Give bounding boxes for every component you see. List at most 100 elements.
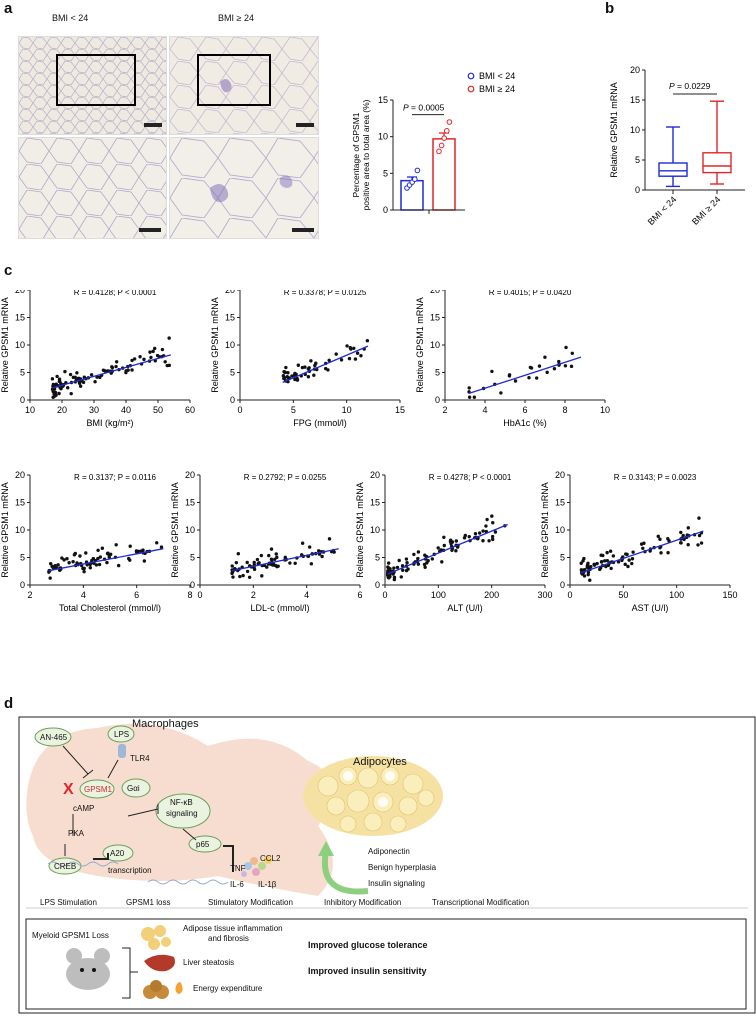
x-tick-label: 4 <box>304 590 309 600</box>
data-point <box>51 389 55 394</box>
data-point <box>395 565 400 570</box>
data-point <box>327 358 331 363</box>
y-tick-label: 15 <box>185 498 195 508</box>
data-point <box>269 562 274 567</box>
data-point <box>159 545 164 549</box>
data-point <box>392 575 397 580</box>
tnf-label: TNF <box>230 864 246 873</box>
data-point <box>477 531 482 535</box>
x-tick-label: 0 <box>567 590 572 600</box>
creb-label: CREB <box>54 862 77 871</box>
data-point <box>50 564 54 569</box>
x-tick-label: 2 <box>442 405 447 415</box>
data-point <box>230 564 234 568</box>
data-point <box>241 573 245 578</box>
y-tick-label: 0 <box>435 395 440 405</box>
data-point <box>66 385 70 390</box>
result-insulin: Improved insulin sensitivity <box>308 966 427 976</box>
data-point <box>94 563 99 567</box>
regression-line <box>282 345 369 383</box>
data-point <box>490 537 495 542</box>
y-tick-label: 5 <box>20 553 25 563</box>
pka-label: PKA <box>68 829 85 838</box>
x-tick-label: BMI < 24 <box>646 194 679 227</box>
y-tick-label: 0 <box>20 395 25 405</box>
data-point <box>332 550 336 554</box>
adipocytes-title: Adipocytes <box>353 756 407 768</box>
y-tick-label: 0 <box>230 395 235 405</box>
y-tick-label: 20 <box>370 470 380 480</box>
scatter-plot: 0 5 10 15 20 0 50 100 150 AST (U/l) Relative GPSM1… <box>540 470 738 613</box>
tlr4-label: TLR4 <box>130 754 150 763</box>
data-point <box>430 557 435 561</box>
x-tick-label: 200 <box>484 590 499 600</box>
data-point <box>552 367 557 371</box>
data-point <box>269 547 274 551</box>
y-tick-label: 15 <box>630 95 640 105</box>
data-point <box>294 372 298 377</box>
data-point <box>274 552 278 556</box>
data-point <box>167 336 171 340</box>
data-point <box>128 544 132 548</box>
significance-annotation: P = 0.0229 <box>669 81 711 91</box>
data-point <box>441 135 447 141</box>
y-tick-label: 0 <box>375 580 380 590</box>
data-point <box>353 357 358 361</box>
x-tick-label: 0 <box>237 405 242 415</box>
data-point <box>485 517 489 522</box>
y-axis-label: Relative GPSM1 mRNA <box>540 482 550 578</box>
y-tick-label: 10 <box>15 340 25 350</box>
data-point <box>98 375 102 380</box>
data-point <box>454 549 458 553</box>
data-point <box>81 566 85 571</box>
x-axis-label: Total Cholesterol (mmol/l) <box>59 603 161 613</box>
x-tick-label: 15 <box>395 405 405 415</box>
legend-label: BMI ≥ 24 <box>479 84 515 94</box>
x-tick-label: 100 <box>669 590 684 600</box>
y-tick-label: 10 <box>378 132 388 142</box>
data-point <box>345 344 349 348</box>
data-point <box>247 575 252 580</box>
outcome-adipose-2: and fibrosis <box>208 934 249 943</box>
data-point <box>230 570 235 574</box>
data-point <box>481 539 485 543</box>
scatter-plot: 0 5 10 15 20 2 4 6 8 Total Cholesterol (mmol/l) Re… <box>0 470 193 613</box>
mouse-label: Myeloid GPSM1 Loss <box>32 931 109 940</box>
scatter-plot: 0 5 10 15 20 0 5 10 15 FPG (mmol/l) Relative GPSM1… <box>210 290 405 428</box>
x-tick-label: 10 <box>342 405 352 415</box>
data-point <box>260 574 264 578</box>
regression-line <box>387 523 508 575</box>
regression-line <box>231 548 339 572</box>
legend-stimulatory: Stimulatory Modification <box>208 898 293 907</box>
data-point <box>679 541 683 545</box>
data-point <box>442 535 446 539</box>
data-point <box>679 530 683 535</box>
data-point <box>605 550 609 555</box>
data-point <box>236 552 241 556</box>
data-point <box>68 372 73 377</box>
y-tick-label: 5 <box>383 168 388 178</box>
data-point <box>97 562 102 567</box>
histology-image-high-bmi <box>169 36 319 135</box>
data-point <box>412 176 418 182</box>
histology-zoom-high-bmi <box>169 137 319 239</box>
data-point <box>490 369 494 374</box>
y-axis-label: Relative GPSM1 mRNA <box>0 297 10 393</box>
data-point <box>630 561 634 566</box>
histology-zoom-low-bmi <box>18 137 167 239</box>
data-point <box>139 549 143 553</box>
x-tick-label: 8 <box>187 590 192 600</box>
data-point <box>65 557 69 561</box>
data-point <box>416 550 421 554</box>
data-point <box>624 552 628 556</box>
legend-marker <box>467 72 475 80</box>
data-point <box>317 549 321 553</box>
data-point <box>163 360 167 364</box>
data-point <box>105 560 109 565</box>
correlation-annotation: R = 0.4128; P < 0.0001 <box>74 290 157 297</box>
correlation-annotation: R = 0.2792; P = 0.0255 <box>244 473 327 482</box>
legend-transcriptional: Transcriptional Modification <box>432 898 530 907</box>
box <box>658 162 688 177</box>
data-point <box>234 560 239 565</box>
data-point <box>252 560 256 565</box>
